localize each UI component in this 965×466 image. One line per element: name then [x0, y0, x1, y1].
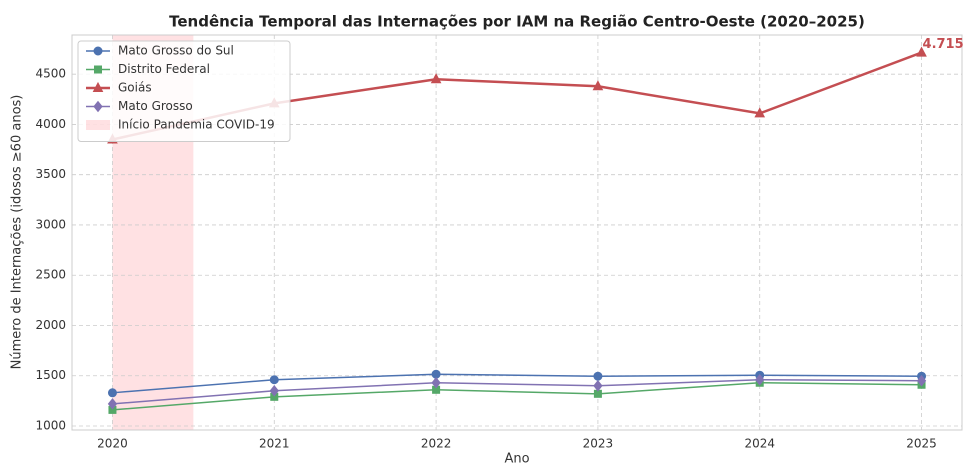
marker: [107, 398, 118, 410]
y-tick-label: 3000: [35, 217, 66, 231]
series-line: [112, 382, 922, 411]
marker: [593, 371, 603, 381]
marker: [916, 46, 927, 57]
marker: [593, 379, 603, 392]
marker: [431, 376, 441, 389]
y-tick-label: 1500: [35, 368, 66, 382]
marker: [269, 385, 279, 397]
x-tick-label: 2025: [906, 437, 937, 451]
legend-label: Distrito Federal: [118, 62, 210, 76]
y-tick-label: 1000: [35, 418, 66, 432]
marker: [430, 73, 442, 84]
y-tick-label: 4500: [35, 67, 66, 81]
x-tick-label: 2024: [744, 437, 775, 451]
x-tick-label: 2020: [97, 437, 128, 451]
marker: [92, 81, 104, 92]
marker: [94, 65, 102, 74]
marker: [916, 374, 927, 387]
marker: [754, 107, 766, 118]
legend-label: Início Pandemia COVID-19: [118, 118, 275, 132]
data-label: 4.715: [923, 37, 964, 52]
series-line: [112, 378, 922, 405]
y-tick-label: 3500: [35, 167, 66, 181]
legend-label: Mato Grosso do Sul: [118, 44, 234, 58]
y-tick-label: 2000: [35, 318, 66, 332]
legend-box: [77, 40, 291, 142]
legend-label: Mato Grosso: [118, 99, 193, 113]
legend-label: Goiás: [118, 81, 152, 95]
marker: [107, 388, 117, 398]
series-line: [112, 373, 922, 394]
plot-frame: [71, 34, 963, 431]
legend-swatch: [86, 120, 110, 130]
x-axis-label: Ano: [504, 452, 529, 466]
y-axis-label: Número de Internações (idosos ≥60 anos): [10, 95, 25, 370]
marker: [93, 100, 103, 113]
marker: [592, 80, 604, 91]
marker: [755, 373, 765, 386]
x-tick-label: 2023: [583, 437, 614, 451]
x-tick-label: 2021: [259, 437, 290, 451]
x-tick-label: 2022: [421, 437, 452, 451]
marker: [93, 46, 103, 56]
chart-title: Tendência Temporal das Internações por I…: [169, 13, 865, 31]
y-tick-label: 2500: [35, 268, 66, 282]
y-tick-label: 4000: [35, 117, 66, 131]
marker: [269, 375, 279, 385]
